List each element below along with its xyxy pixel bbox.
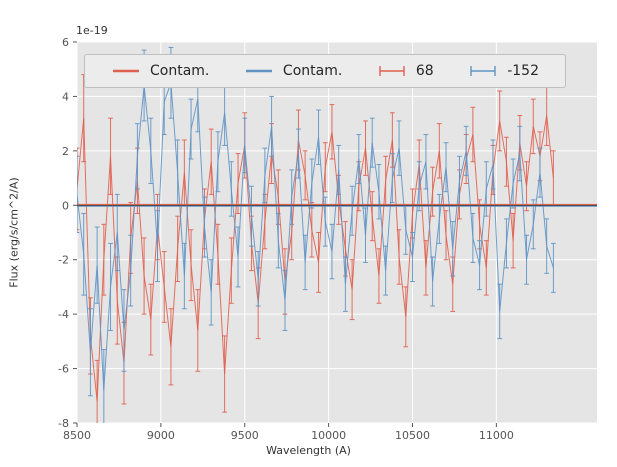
red-line-key-icon <box>113 69 139 73</box>
y-tick-label: 6 <box>62 36 69 49</box>
legend-label: Contam. <box>150 63 210 79</box>
legend-entry-68: 68 <box>377 63 434 79</box>
legend-entry-minus152: -152 <box>468 63 539 79</box>
y-tick-label: -8 <box>58 417 69 430</box>
red-errorbar-key-icon <box>379 66 405 76</box>
series-group <box>77 46 597 423</box>
legend-label: -152 <box>507 63 539 79</box>
x-tick-label: 10000 <box>311 429 346 442</box>
x-axis-label: Wavelength (A) <box>266 444 351 457</box>
legend-entry-contam-blue: Contam. <box>244 63 342 79</box>
axes-background <box>77 42 597 423</box>
legend-entry-contam-red: Contam. <box>111 63 209 79</box>
y-axis-label: Flux (erg/s/cm^2/A) <box>7 177 21 288</box>
y-tick-label: 0 <box>62 199 69 212</box>
spectrum-line--152 <box>77 82 554 391</box>
x-tick-label: 10500 <box>395 429 430 442</box>
x-tick-label: 8500 <box>63 429 91 442</box>
legend: Contam. Contam. 68 -152 <box>84 54 566 88</box>
y-axis-offset-label: 1e-19 <box>76 24 108 37</box>
y-tick-label: -4 <box>58 308 69 321</box>
x-tick-label: 11000 <box>479 429 514 442</box>
legend-label: 68 <box>415 63 434 79</box>
x-tick-label: 9000 <box>147 429 175 442</box>
blue-errorbar-key-icon <box>470 66 496 76</box>
spectrum-line-68 <box>77 115 554 402</box>
y-tick-label: 4 <box>62 90 69 103</box>
y-tick-label: -2 <box>58 254 69 267</box>
y-tick-label: 2 <box>62 145 69 158</box>
y-tick-label: -6 <box>58 363 69 376</box>
legend-label: Contam. <box>282 63 343 79</box>
x-tick-label: 9500 <box>231 429 259 442</box>
blue-line-key-icon <box>245 69 272 73</box>
